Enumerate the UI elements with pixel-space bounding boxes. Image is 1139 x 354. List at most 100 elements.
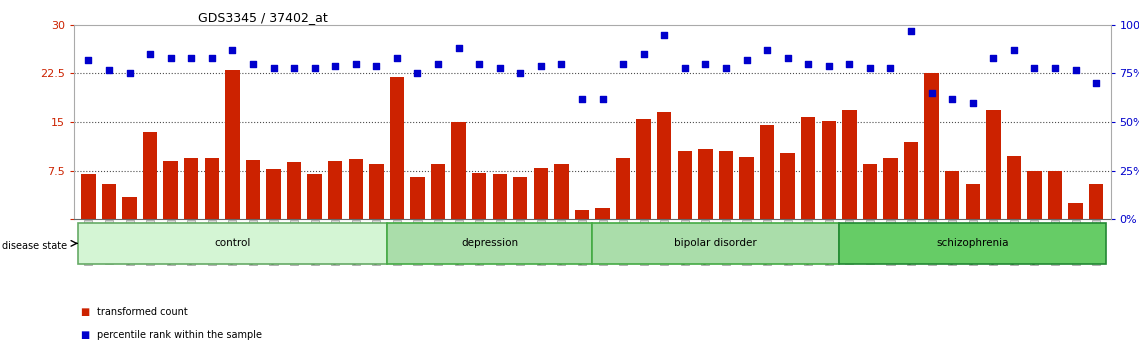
Bar bbox=[390, 77, 404, 219]
Point bbox=[882, 65, 900, 70]
Bar bbox=[986, 110, 1000, 219]
Bar bbox=[925, 73, 939, 219]
Point bbox=[470, 61, 489, 67]
Point bbox=[820, 63, 838, 68]
Point bbox=[1087, 80, 1105, 86]
Point bbox=[223, 47, 241, 53]
Point bbox=[984, 55, 1002, 61]
Bar bbox=[534, 167, 548, 219]
Bar bbox=[142, 132, 157, 219]
Bar bbox=[308, 174, 322, 219]
Text: percentile rank within the sample: percentile rank within the sample bbox=[97, 330, 262, 339]
Bar bbox=[349, 159, 363, 219]
Point bbox=[367, 63, 385, 68]
Bar bbox=[821, 121, 836, 219]
Point bbox=[593, 96, 612, 102]
Point bbox=[491, 65, 509, 70]
Point bbox=[841, 61, 859, 67]
Point bbox=[779, 55, 797, 61]
Point bbox=[429, 61, 448, 67]
Bar bbox=[1027, 171, 1042, 219]
Bar bbox=[698, 149, 713, 219]
Point bbox=[902, 28, 920, 33]
Bar bbox=[79, 223, 386, 264]
Text: control: control bbox=[214, 238, 251, 249]
Bar bbox=[513, 177, 527, 219]
Point bbox=[964, 100, 982, 105]
Point bbox=[1005, 47, 1023, 53]
Point bbox=[244, 61, 262, 67]
Point bbox=[450, 45, 468, 51]
Bar bbox=[246, 160, 260, 219]
Text: GDS3345 / 37402_at: GDS3345 / 37402_at bbox=[198, 11, 328, 24]
Point bbox=[655, 32, 673, 37]
Bar bbox=[369, 164, 384, 219]
Point bbox=[757, 47, 776, 53]
Bar bbox=[945, 171, 959, 219]
Point bbox=[1066, 67, 1084, 72]
Point bbox=[573, 96, 591, 102]
Point bbox=[532, 63, 550, 68]
Bar bbox=[410, 177, 425, 219]
Bar bbox=[862, 164, 877, 219]
Bar bbox=[760, 125, 775, 219]
Bar bbox=[226, 70, 239, 219]
Bar bbox=[616, 158, 630, 219]
Bar bbox=[451, 122, 466, 219]
Bar bbox=[267, 169, 280, 219]
Point bbox=[80, 57, 98, 63]
Bar bbox=[101, 184, 116, 219]
Point bbox=[1046, 65, 1064, 70]
Bar bbox=[739, 156, 754, 219]
Bar bbox=[185, 158, 198, 219]
Bar bbox=[904, 142, 918, 219]
Point bbox=[696, 61, 714, 67]
Bar bbox=[328, 161, 343, 219]
Point bbox=[387, 55, 405, 61]
Point bbox=[943, 96, 961, 102]
Point bbox=[1025, 65, 1043, 70]
Point bbox=[923, 90, 941, 96]
Bar bbox=[575, 210, 589, 219]
Bar bbox=[386, 223, 592, 264]
Point bbox=[162, 55, 180, 61]
Bar bbox=[839, 223, 1106, 264]
Bar bbox=[719, 152, 734, 219]
Text: ■: ■ bbox=[80, 330, 89, 339]
Point bbox=[409, 70, 427, 76]
Bar bbox=[555, 164, 568, 219]
Text: disease state: disease state bbox=[2, 241, 67, 251]
Bar bbox=[205, 158, 219, 219]
Point bbox=[614, 61, 632, 67]
Point bbox=[141, 51, 159, 57]
Point bbox=[346, 61, 364, 67]
Point bbox=[634, 51, 653, 57]
Bar bbox=[596, 208, 609, 219]
Bar bbox=[431, 164, 445, 219]
Bar bbox=[287, 162, 302, 219]
Point bbox=[100, 67, 118, 72]
Point bbox=[326, 63, 344, 68]
Bar bbox=[164, 161, 178, 219]
Point bbox=[716, 65, 735, 70]
Point bbox=[264, 65, 282, 70]
Bar bbox=[1068, 203, 1083, 219]
Point bbox=[800, 61, 818, 67]
Bar bbox=[592, 223, 839, 264]
Bar bbox=[472, 173, 486, 219]
Point bbox=[285, 65, 303, 70]
Bar bbox=[842, 110, 857, 219]
Bar bbox=[492, 174, 507, 219]
Bar bbox=[966, 184, 980, 219]
Bar bbox=[678, 152, 693, 219]
Point bbox=[305, 65, 323, 70]
Bar bbox=[1048, 171, 1063, 219]
Bar bbox=[657, 113, 672, 219]
Point bbox=[861, 65, 879, 70]
Bar bbox=[801, 117, 816, 219]
Text: schizophrenia: schizophrenia bbox=[936, 238, 1009, 249]
Text: bipolar disorder: bipolar disorder bbox=[674, 238, 757, 249]
Point bbox=[203, 55, 221, 61]
Bar bbox=[883, 158, 898, 219]
Text: depression: depression bbox=[461, 238, 518, 249]
